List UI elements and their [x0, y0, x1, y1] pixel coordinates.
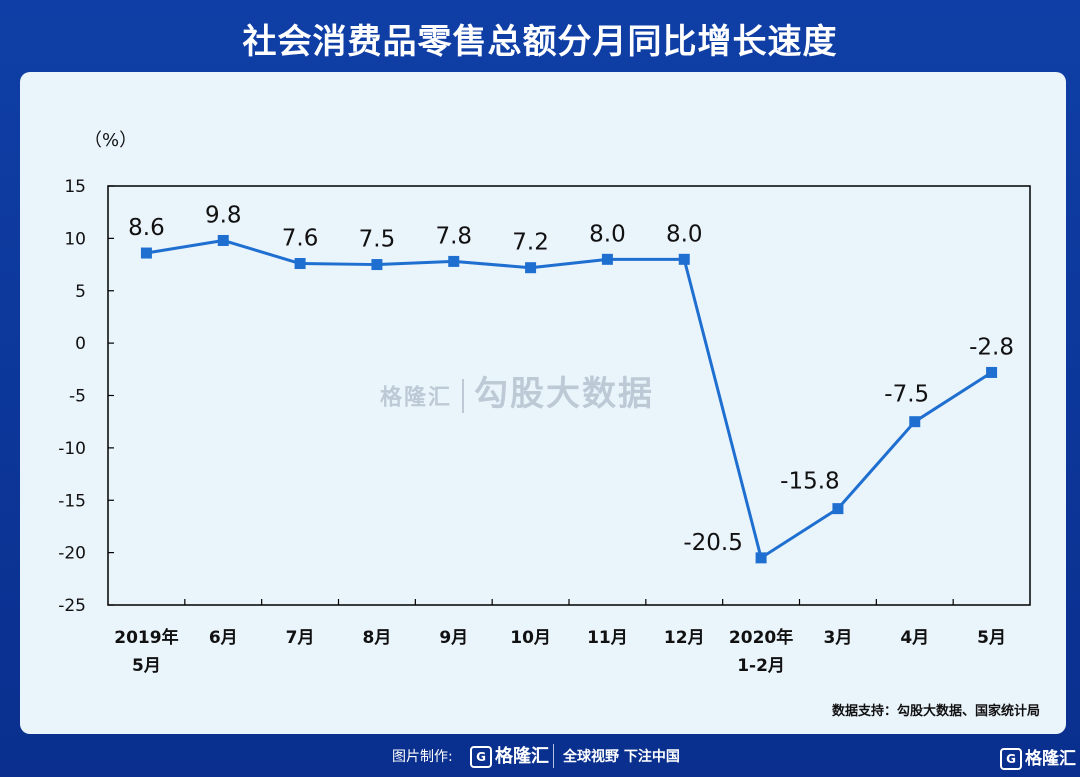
data-point-marker: [525, 262, 537, 274]
x-tick-label: 5月: [132, 656, 161, 676]
watermark: 格隆汇 勾股大数据: [380, 366, 654, 415]
y-tick-label: 15: [64, 177, 86, 197]
x-tick-label: 7月: [286, 628, 315, 648]
data-label: 8.6: [128, 215, 165, 241]
y-tick-label: -15: [58, 491, 86, 511]
x-tick-label: 6月: [209, 628, 238, 648]
footer-logo-text: 格隆汇: [495, 746, 549, 767]
data-label: 7.6: [282, 226, 319, 252]
y-tick-label: 10: [64, 229, 86, 249]
x-tick-label: 9月: [439, 628, 468, 648]
data-label: 9.8: [205, 202, 242, 228]
y-tick-label: -25: [58, 596, 86, 616]
data-label: -15.8: [780, 469, 840, 495]
x-tick-label: 1-2月: [737, 656, 785, 676]
data-point-marker: [986, 366, 998, 378]
x-tick-label: 8月: [362, 628, 391, 648]
data-point-marker: [678, 253, 690, 265]
x-tick-label: 12月: [664, 628, 705, 648]
series-line: [146, 238, 993, 560]
data-point-marker: [217, 234, 229, 246]
x-tick-label: 10月: [510, 628, 551, 648]
g-logo-icon: G: [1000, 748, 1022, 770]
y-axis-unit-label: （%）: [84, 130, 138, 151]
data-point-marker: [140, 247, 152, 259]
footer: 图片制作: G 格隆汇 全球视野 下注中国 G 格隆汇: [0, 740, 1080, 777]
corner-logo-text: 格隆汇: [1025, 749, 1076, 769]
data-point-marker: [294, 258, 306, 270]
g-logo-icon: G: [470, 746, 492, 768]
data-source: 数据支持：勾股大数据、国家统计局: [831, 704, 1040, 719]
x-tick-label: 5月: [977, 628, 1006, 648]
data-point-marker: [601, 253, 613, 265]
data-label: -2.8: [969, 334, 1014, 360]
chart-panel: [20, 72, 1066, 734]
footer-divider: [553, 744, 554, 768]
watermark-divider: [462, 378, 465, 413]
data-label: 7.5: [359, 227, 396, 253]
data-point-marker: [755, 552, 767, 564]
watermark-logo: 格隆汇: [380, 385, 453, 411]
watermark-text: 勾股大数据: [474, 374, 655, 414]
y-tick-label: -5: [69, 387, 86, 407]
data-label: 8.0: [589, 221, 626, 247]
x-tick-label: 3月: [823, 628, 852, 648]
x-tick-label: 2019年: [114, 627, 178, 648]
y-tick-label: 5: [75, 282, 86, 302]
data-label: 7.8: [435, 223, 472, 249]
y-tick-label: 0: [75, 334, 86, 354]
data-point-marker: [832, 503, 844, 515]
data-label: -7.5: [884, 382, 929, 408]
footer-slogan: 全球视野 下注中国: [563, 749, 680, 765]
data-label: 7.2: [512, 230, 549, 256]
x-tick-label: 11月: [587, 628, 628, 648]
data-point-marker: [909, 416, 921, 428]
data-label: 8.0: [666, 221, 703, 247]
x-tick-label: 4月: [900, 628, 929, 648]
footer-credit: 图片制作:: [392, 749, 453, 765]
data-point-marker: [448, 255, 460, 267]
data-point-marker: [371, 259, 383, 271]
data-label: -20.5: [683, 530, 743, 556]
corner-logo: G 格隆汇: [1000, 744, 1076, 770]
y-tick-label: -20: [58, 544, 86, 564]
x-tick-label: 2020年: [729, 627, 793, 648]
y-tick-label: -10: [58, 439, 86, 459]
page-title: 社会消费品零售总额分月同比增长速度: [242, 22, 838, 62]
footer-logo: G 格隆汇: [470, 742, 549, 768]
